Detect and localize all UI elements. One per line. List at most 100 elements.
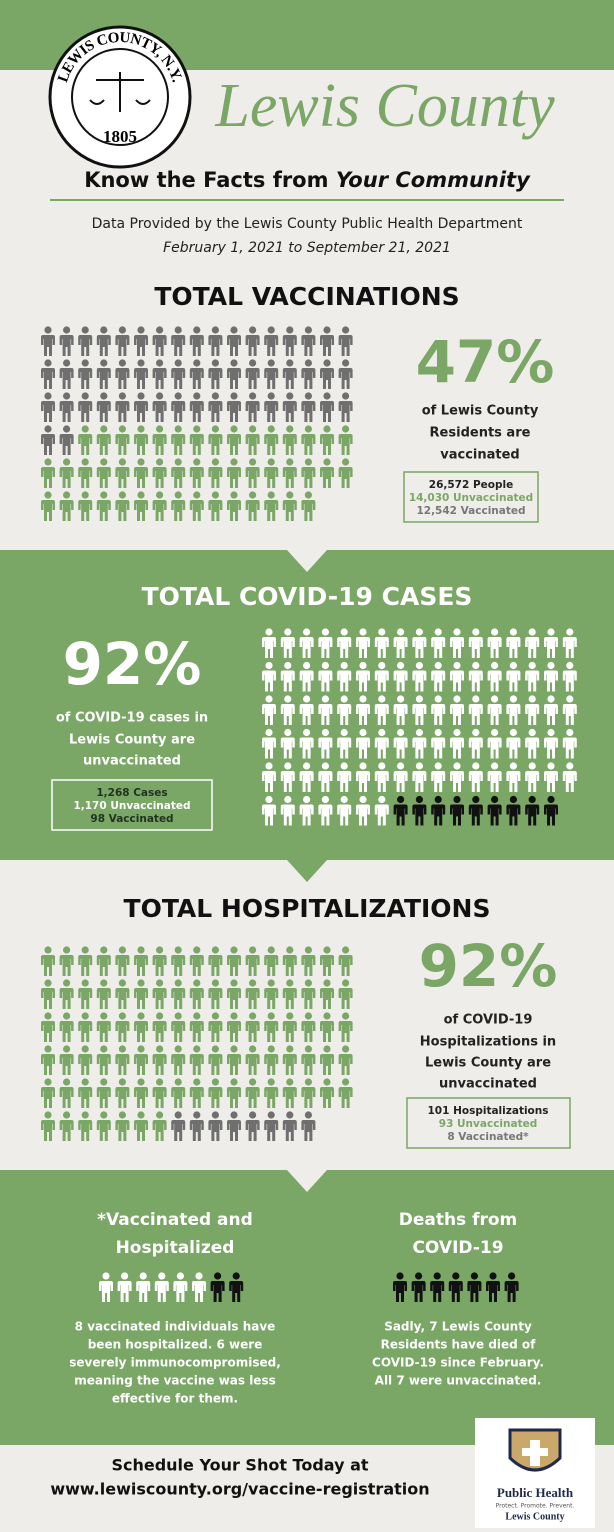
- person-icon: [245, 458, 260, 488]
- person-icon: [227, 392, 241, 422]
- panel-title: *Vaccinated and: [97, 1210, 253, 1230]
- person-icon: [262, 695, 276, 725]
- panel-text: severely immunocompromised,: [69, 1356, 281, 1370]
- person-icon: [227, 1012, 241, 1042]
- person-icon: [115, 979, 130, 1009]
- person-icon: [99, 1272, 113, 1302]
- person-icon: [96, 1111, 111, 1141]
- person-icon: [134, 979, 148, 1009]
- person-icon: [78, 1045, 93, 1075]
- box-line: 101 Hospitalizations: [428, 1105, 549, 1117]
- caption: Residents are: [430, 426, 531, 441]
- person-icon: [171, 491, 186, 521]
- percent: 92%: [419, 932, 558, 1000]
- person-icon: [41, 326, 55, 356]
- person-icon: [245, 979, 260, 1009]
- person-icon: [134, 946, 148, 976]
- person-icon: [280, 628, 295, 658]
- person-icon: [374, 661, 389, 692]
- person-icon: [264, 458, 279, 488]
- person-icon: [374, 762, 389, 792]
- person-icon: [152, 458, 167, 488]
- person-icon: [78, 1012, 93, 1042]
- person-icon: [96, 425, 111, 455]
- person-icon: [189, 392, 204, 422]
- person-icon: [338, 359, 353, 389]
- person-icon: [264, 1012, 279, 1042]
- person-icon: [544, 628, 558, 658]
- person-icon: [96, 491, 111, 521]
- person-icon: [208, 1111, 223, 1141]
- person-icon: [189, 1045, 204, 1075]
- person-icon: [41, 979, 55, 1009]
- person-icon: [41, 491, 55, 521]
- person-icon: [337, 728, 352, 759]
- person-icon: [487, 661, 502, 692]
- person-icon: [134, 458, 148, 488]
- person-icon: [171, 458, 186, 488]
- person-icon: [134, 1111, 148, 1141]
- stat-box: [406, 1097, 571, 1149]
- notch: [287, 860, 327, 882]
- person-icon: [320, 458, 334, 488]
- person-icon: [544, 661, 558, 692]
- person-icon: [115, 946, 130, 976]
- person-icon: [320, 946, 334, 976]
- person-icon: [41, 359, 55, 389]
- person-icon: [264, 1111, 279, 1141]
- person-icon: [152, 425, 167, 455]
- person-icon: [393, 1272, 407, 1302]
- person-icon: [152, 359, 167, 389]
- person-icon: [59, 946, 74, 976]
- person-icon: [189, 1111, 204, 1141]
- panel-text: effective for them.: [112, 1392, 238, 1406]
- person-icon: [134, 1045, 148, 1075]
- person-icon: [245, 326, 260, 356]
- person-icon: [189, 458, 204, 488]
- person-icon: [504, 1272, 519, 1302]
- person-icon: [171, 946, 186, 976]
- person-icon: [262, 661, 276, 692]
- person-icon: [393, 695, 408, 725]
- box-line: 12,542 Vaccinated: [416, 505, 525, 517]
- person-icon: [282, 1078, 297, 1108]
- person-icon: [487, 795, 502, 826]
- person-icon: [320, 392, 334, 422]
- person-icon: [78, 1111, 93, 1141]
- person-icon: [356, 661, 370, 692]
- person-icon: [282, 491, 297, 521]
- person-icon: [78, 1078, 93, 1108]
- person-icon: [487, 628, 502, 658]
- person-icon: [337, 762, 352, 792]
- person-icon: [468, 695, 483, 725]
- person-icon: [318, 628, 333, 658]
- caption: unvaccinated: [439, 1077, 537, 1092]
- person-icon: [280, 728, 295, 759]
- person-icon: [411, 1272, 426, 1302]
- person-icon: [41, 1045, 55, 1075]
- person-icon: [282, 359, 297, 389]
- person-icon: [152, 946, 167, 976]
- caption: of COVID-19 cases in: [56, 711, 208, 726]
- person-icon: [431, 762, 446, 792]
- url[interactable]: www.lewiscounty.org/vaccine-registration: [50, 1480, 429, 1499]
- person-icon: [78, 946, 93, 976]
- seal-scale: [89, 99, 151, 105]
- person-icon: [301, 979, 316, 1009]
- logo-title: Public Health: [497, 1485, 574, 1500]
- person-icon: [450, 628, 464, 658]
- person-icon: [280, 795, 295, 826]
- person-icon: [356, 795, 370, 826]
- box-line: 93 Unvaccinated: [439, 1118, 537, 1130]
- person-icon: [318, 795, 333, 826]
- person-icon: [301, 1045, 316, 1075]
- person-icon: [430, 1272, 445, 1302]
- person-icon: [318, 728, 333, 759]
- logo-county: Lewis County: [505, 1511, 564, 1522]
- person-icon: [431, 795, 446, 826]
- person-icon: [412, 661, 427, 692]
- person-icon: [282, 946, 297, 976]
- person-icon: [282, 1111, 297, 1141]
- person-icon: [96, 979, 111, 1009]
- person-icon: [115, 458, 130, 488]
